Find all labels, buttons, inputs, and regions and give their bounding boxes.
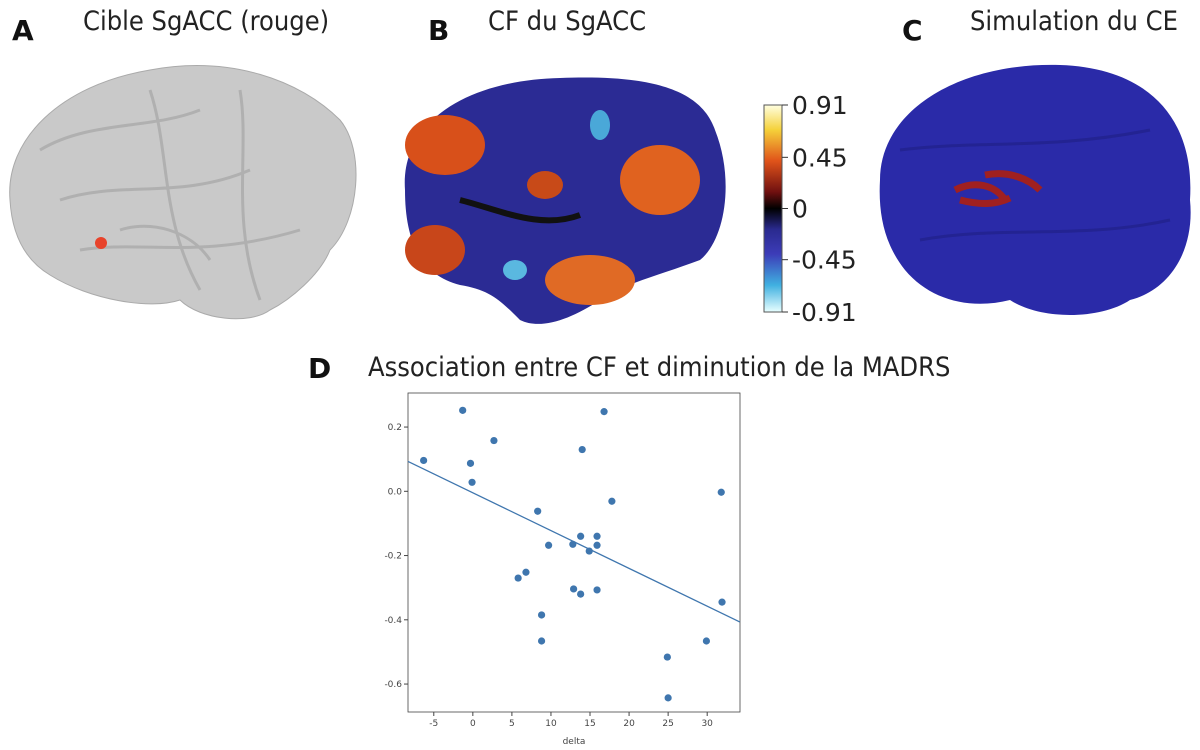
x-tick-label: 5	[509, 719, 515, 729]
panel-title: Simulation du CE	[970, 6, 1178, 37]
y-tick-label: 0.0	[388, 487, 403, 497]
chart-title: Association entre CF et diminution de la…	[368, 352, 950, 383]
point	[717, 488, 725, 496]
point	[490, 436, 498, 445]
point	[537, 637, 546, 645]
x-tick-label: -5	[429, 719, 438, 729]
brain-glass	[9, 65, 357, 320]
point	[468, 478, 476, 486]
panel-letter: B	[428, 14, 449, 47]
point	[585, 547, 593, 555]
point	[577, 590, 585, 598]
colorbar-label: 0.91	[792, 91, 848, 120]
point	[593, 532, 601, 540]
panel-title: CF du SgACC	[488, 6, 646, 37]
plot-frame	[407, 392, 741, 713]
y-tick-label: -0.4	[384, 616, 402, 626]
point	[545, 541, 553, 549]
point	[514, 574, 522, 582]
point	[578, 445, 586, 454]
point	[593, 586, 601, 594]
point	[593, 541, 601, 549]
x-tick-label: 20	[623, 719, 635, 729]
point	[663, 653, 671, 661]
y-tick-label: -0.6	[384, 680, 402, 690]
point	[466, 459, 475, 467]
colorbar-label: 0	[792, 195, 808, 224]
target-dot	[95, 237, 107, 249]
point	[537, 611, 546, 619]
point	[577, 532, 585, 540]
x-tick-label: 15	[584, 719, 595, 729]
y-tick-label: -0.2	[384, 552, 402, 562]
point	[420, 456, 428, 465]
brain-sim	[879, 64, 1191, 315]
brain-map	[404, 77, 726, 324]
point	[702, 637, 711, 645]
panel-title: Cible SgACC (rouge)	[83, 6, 329, 37]
point	[608, 497, 616, 505]
point	[459, 406, 467, 414]
x-tick-label: 25	[662, 719, 673, 729]
colorbar	[763, 104, 783, 313]
point	[600, 408, 608, 416]
point	[534, 507, 542, 515]
colorbar-label: -0.91	[792, 298, 857, 327]
panel-letter: A	[12, 14, 34, 47]
x-tick-label: 0	[470, 719, 476, 729]
panel-letter: D	[308, 352, 331, 385]
point	[522, 568, 530, 576]
panel-letter: C	[902, 14, 923, 47]
colorbar-label: 0.45	[792, 143, 848, 172]
point	[664, 694, 672, 702]
point	[570, 585, 578, 593]
colorbar-label: -0.45	[792, 246, 857, 275]
y-tick-label: 0.2	[388, 423, 402, 433]
x-tick-label: 10	[545, 719, 557, 729]
point	[718, 598, 726, 606]
x-tick-label: 30	[701, 719, 713, 729]
point	[569, 540, 577, 548]
x-axis-label: delta	[563, 737, 586, 747]
